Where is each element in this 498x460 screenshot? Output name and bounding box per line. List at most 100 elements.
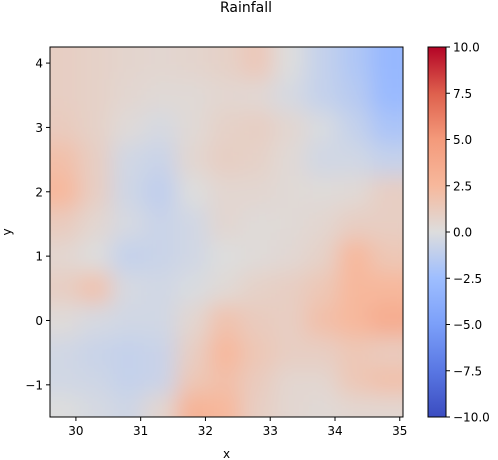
x-tick-label: 30 (68, 424, 83, 438)
heatmap-cell (176, 175, 210, 209)
heatmap-cell (273, 79, 307, 112)
colorbar-tick-label: −7.5 (453, 364, 482, 378)
heatmap-cell (370, 240, 403, 273)
heatmap-cell (273, 143, 307, 177)
heatmap-cell (176, 272, 210, 305)
heatmap-cell (338, 336, 372, 370)
heatmap-cell (370, 175, 403, 209)
heatmap-cell (143, 336, 177, 370)
heatmap-cell (50, 368, 80, 395)
x-tick-label: 35 (392, 424, 407, 438)
heatmap-cell (79, 111, 113, 145)
heatmap-cell (176, 47, 210, 80)
heatmap-cell (143, 394, 177, 417)
y-tick-label: −1 (25, 378, 43, 392)
heatmap-cell (241, 47, 274, 80)
heatmap-cell (273, 47, 307, 80)
heatmap-cell (50, 240, 80, 273)
heatmap-cell (79, 240, 113, 273)
heatmap-cell (338, 47, 372, 80)
plot-frame (49, 46, 404, 418)
heatmap-cell (241, 111, 274, 145)
heatmap-cell (176, 240, 210, 273)
heatmap-cell (50, 336, 80, 370)
x-tick-label: 31 (133, 424, 148, 438)
heatmap-cell (111, 207, 145, 241)
heatmap-cell (176, 336, 210, 370)
heatmap-cell (208, 207, 242, 241)
heatmap-cell (111, 240, 145, 273)
heatmap-cell (79, 79, 113, 112)
heatmap-cell (305, 175, 339, 209)
heatmap-cell (305, 47, 339, 80)
heatmap-cell (273, 175, 307, 209)
heatmap-cell (176, 394, 210, 417)
heatmap-cell (208, 175, 242, 209)
heatmap-cell (176, 304, 210, 338)
heatmap-cell (50, 111, 80, 145)
heatmap-cell (273, 394, 307, 417)
heatmap-cell (305, 368, 339, 395)
heatmap-cell (241, 272, 274, 305)
heatmap-cell (143, 79, 177, 112)
heatmap-cell (79, 143, 113, 177)
heatmap-cell (208, 336, 242, 370)
heatmap-cell (241, 336, 274, 370)
heatmap-cell (338, 175, 372, 209)
heatmap-cell (111, 175, 145, 209)
heatmap-cell (241, 175, 274, 209)
heatmap-cell (208, 111, 242, 145)
heatmap-cell (241, 394, 274, 417)
heatmap-cell (111, 394, 145, 417)
heatmap-cell (176, 207, 210, 241)
heatmap-cell (111, 47, 145, 80)
heatmap-cell (176, 143, 210, 177)
heatmap-cell (79, 368, 113, 395)
heatmap-cell (79, 207, 113, 241)
y-tick-label: 3 (35, 121, 43, 135)
heatmap-cell (338, 304, 372, 338)
heatmap-cell (208, 79, 242, 112)
heatmap-cell (241, 240, 274, 273)
heatmap-cell (273, 207, 307, 241)
heatmap-cell (241, 79, 274, 112)
heatmap-cells (50, 47, 403, 417)
heatmap-cell (370, 394, 403, 417)
heatmap-cell (50, 79, 80, 112)
heatmap-cell (273, 368, 307, 395)
heatmap-cell (50, 143, 80, 177)
heatmap-cell (338, 394, 372, 417)
heatmap-cell (111, 336, 145, 370)
colorbar-tick-label: −2.5 (453, 272, 482, 286)
heatmap-cell (208, 394, 242, 417)
heatmap-cell (143, 143, 177, 177)
x-tick-label: 32 (198, 424, 213, 438)
y-axis-ticks: −1 0 1 2 3 4 (25, 57, 50, 392)
heatmap-cell (208, 240, 242, 273)
colorbar-tick-label: 7.5 (453, 87, 472, 101)
heatmap-cell (50, 272, 80, 305)
heatmap-cell (79, 304, 113, 338)
heatmap-cell (305, 111, 339, 145)
y-tick-label: 4 (35, 57, 43, 71)
heatmap-cell (111, 143, 145, 177)
heatmap-cell (370, 304, 403, 338)
heatmap-cell (305, 79, 339, 112)
heatmap-cell (111, 368, 145, 395)
y-tick-label: 1 (35, 250, 43, 264)
heatmap-cell (305, 304, 339, 338)
heatmap-cell (208, 143, 242, 177)
heatmap-cell (79, 47, 113, 80)
heatmap-cell (79, 175, 113, 209)
heatmap-cell (338, 368, 372, 395)
heatmap-cell (208, 272, 242, 305)
heatmap-cell (143, 111, 177, 145)
heatmap-cell (338, 240, 372, 273)
heatmap-cell (143, 175, 177, 209)
heatmap-cell (111, 79, 145, 112)
colorbar-gradient (428, 47, 446, 417)
x-axis-ticks: 30 31 32 33 34 35 (68, 417, 407, 438)
heatmap-cell (241, 207, 274, 241)
x-tick-label: 34 (327, 424, 342, 438)
